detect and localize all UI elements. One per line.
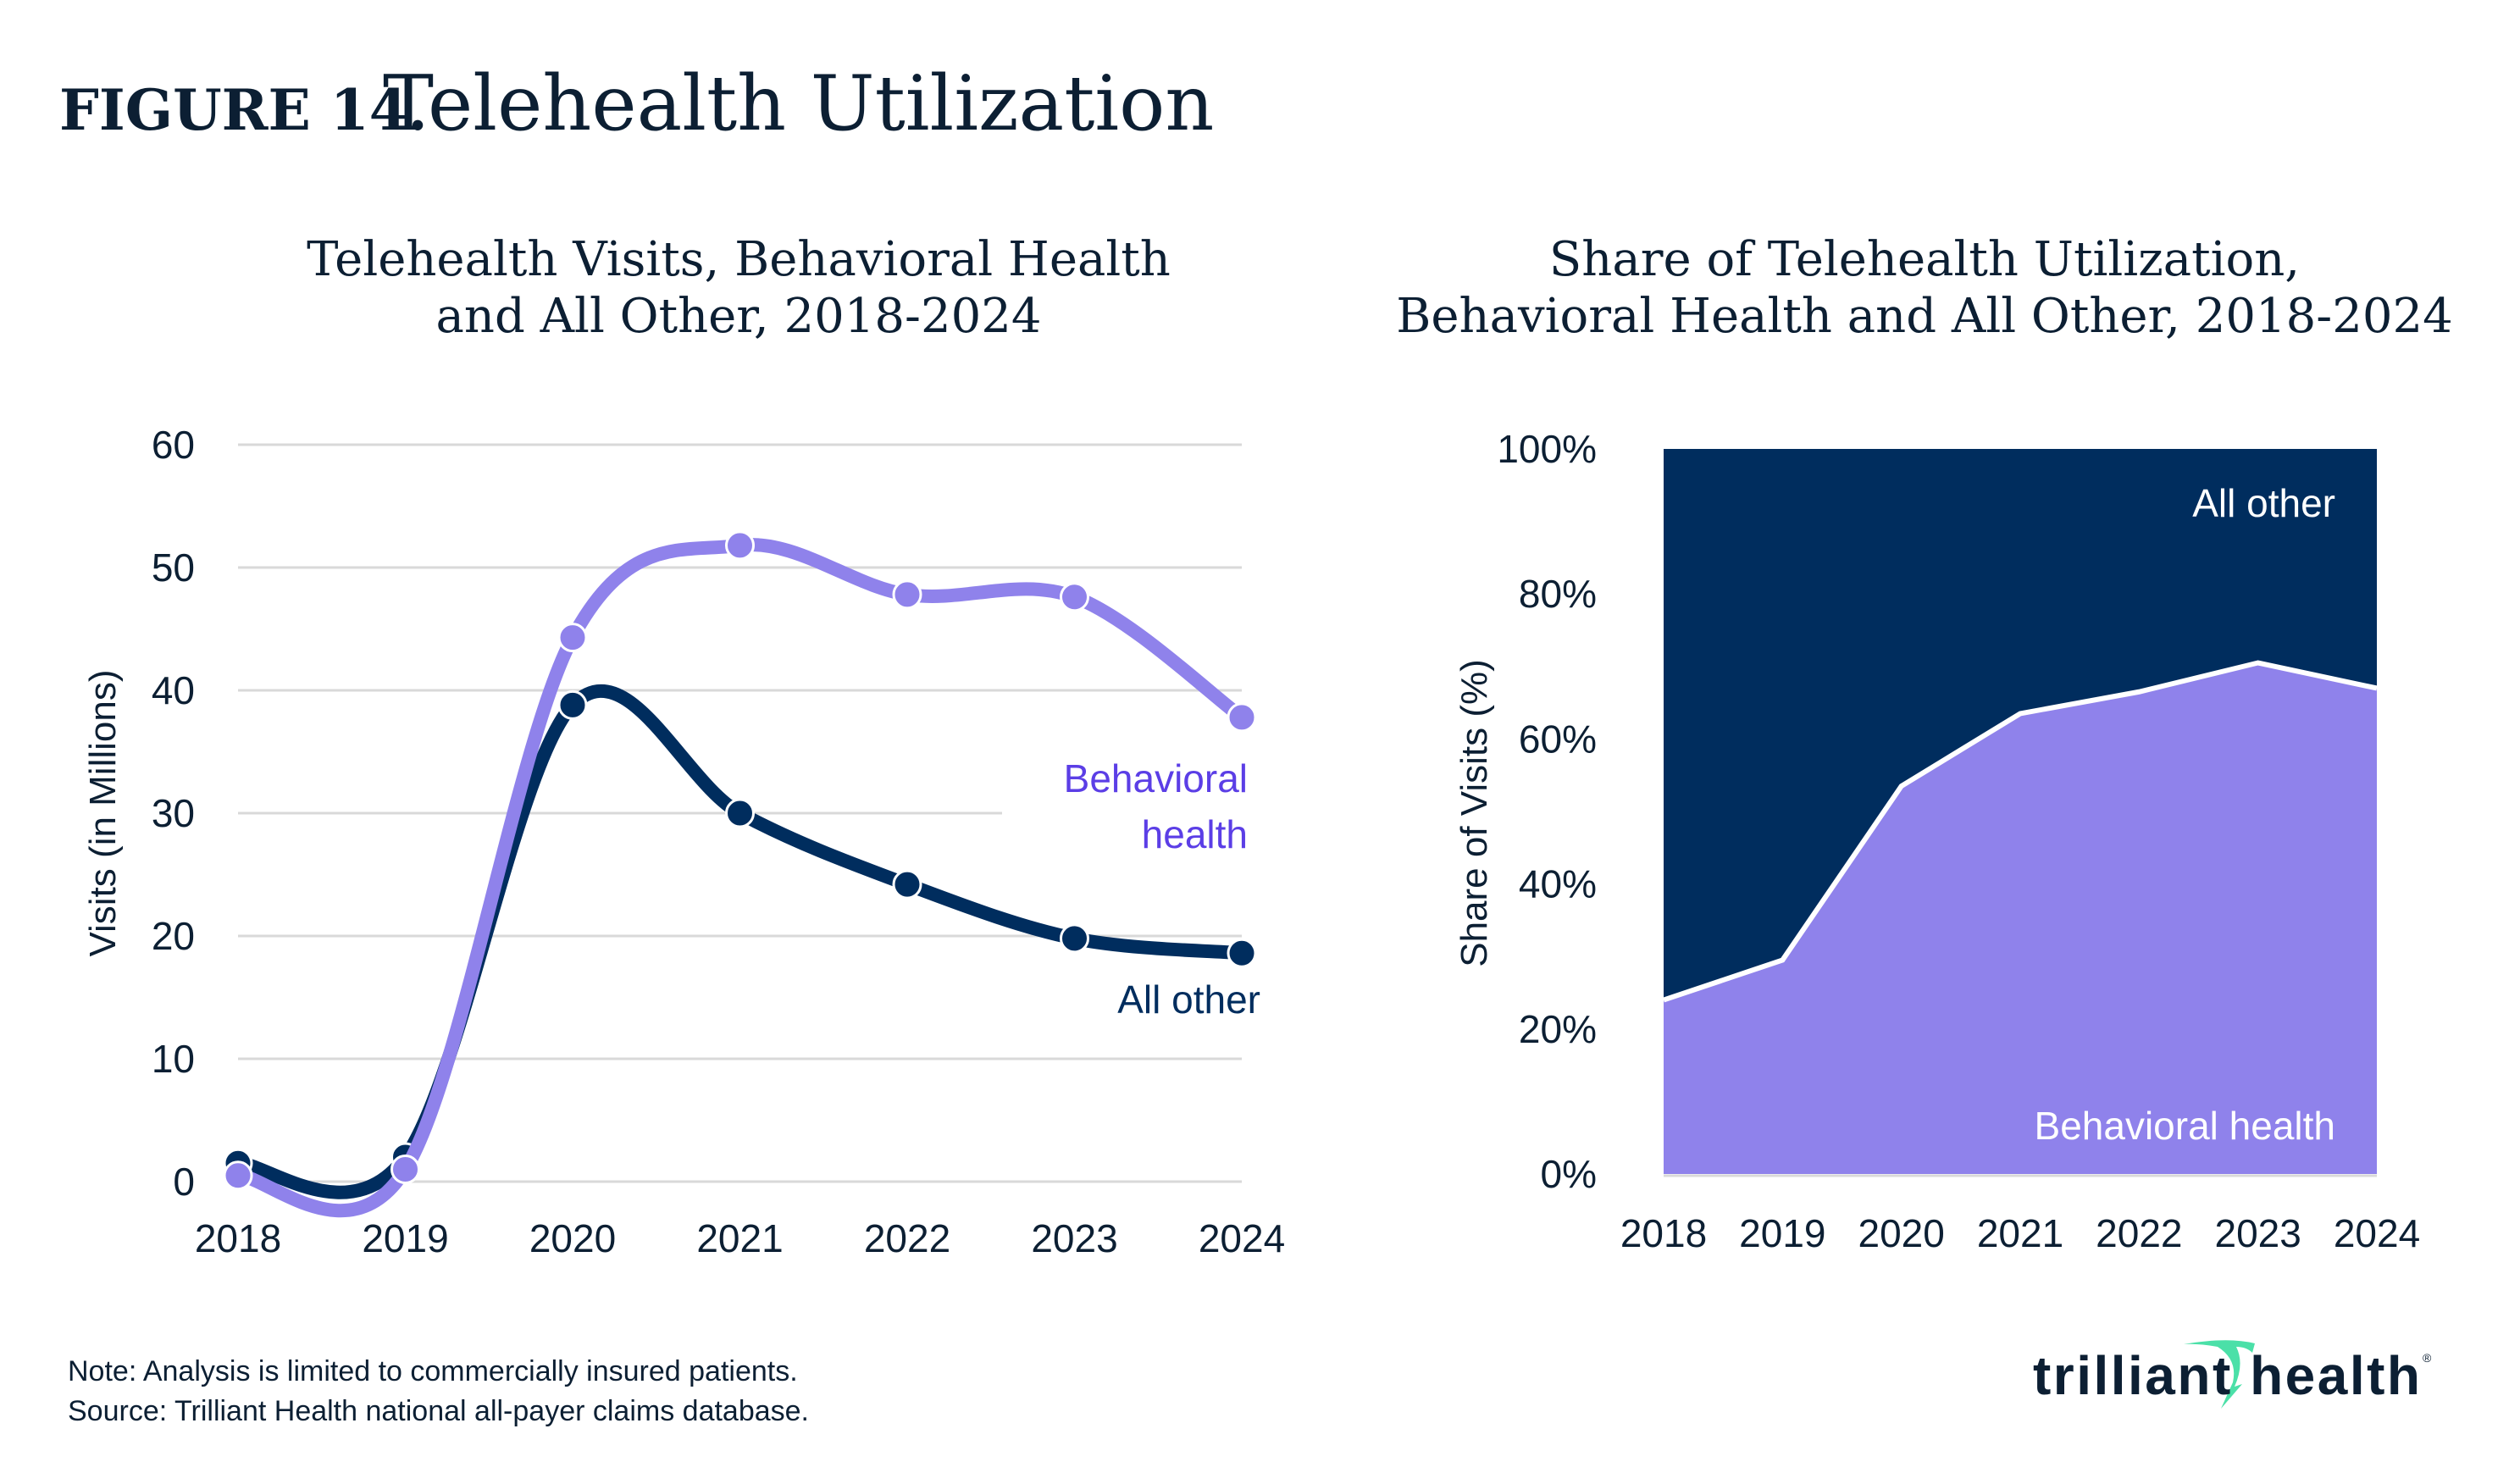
- data-point: [1227, 938, 1257, 968]
- y-tick-label: 10: [152, 1037, 195, 1081]
- data-point: [725, 798, 755, 828]
- logo-swoosh-icon: [2184, 1340, 2255, 1409]
- figure-label: FIGURE 14.: [59, 77, 428, 143]
- area-behavioral-health: [1664, 662, 2377, 1174]
- data-point: [223, 1160, 253, 1191]
- area-chart-share: Share of Telehealth Utilization, Behavio…: [1396, 232, 2452, 1255]
- x-tick-label: 2023: [1031, 1216, 1117, 1260]
- chart2-y-axis-label: Share of Visits (%): [1454, 659, 1495, 967]
- x-tick-label: 2024: [2334, 1211, 2420, 1255]
- chart1-title-line1: Telehealth Visits, Behavioral Health: [307, 232, 1171, 287]
- chart1-y-axis-label: Visits (in Millions): [82, 669, 124, 956]
- series-label-all-other: All other: [1117, 977, 1260, 1022]
- area-boundary-line: [1663, 660, 2378, 1003]
- y-tick-label: 40%: [1519, 862, 1597, 906]
- x-tick-label: 2022: [2096, 1211, 2182, 1255]
- data-point: [892, 869, 922, 900]
- y-tick-label: 60%: [1519, 717, 1597, 761]
- area-label-behavioral-health: Behavioral health: [2035, 1104, 2335, 1148]
- registered-mark: ®: [2423, 1351, 2432, 1365]
- footnote-note: Note: Analysis is limited to commerciall…: [68, 1355, 798, 1387]
- x-tick-label: 2020: [1858, 1211, 1944, 1255]
- y-tick-label: 0%: [1541, 1152, 1597, 1196]
- x-tick-label: 2018: [195, 1216, 281, 1260]
- y-tick-label: 40: [152, 668, 195, 712]
- y-tick-label: 20%: [1519, 1007, 1597, 1051]
- x-tick-label: 2021: [696, 1216, 783, 1260]
- figure-title: Telehealth Utilization: [383, 59, 1214, 148]
- trilliant-health-logo: trilliant health ®: [2033, 1340, 2432, 1409]
- y-tick-label: 0: [173, 1160, 195, 1204]
- x-tick-label: 2023: [2214, 1211, 2301, 1255]
- data-point: [1227, 702, 1257, 733]
- data-point: [892, 579, 922, 610]
- x-tick-label: 2019: [362, 1216, 448, 1260]
- chart2-title-line1: Share of Telehealth Utilization,: [1549, 232, 2300, 287]
- x-tick-label: 2020: [529, 1216, 616, 1260]
- data-point: [557, 623, 588, 653]
- y-tick-label: 30: [152, 791, 195, 835]
- line-chart-visits: Telehealth Visits, Behavioral Health and…: [82, 232, 1285, 1260]
- x-tick-label: 2021: [1977, 1211, 2063, 1255]
- series-label-behavioral-line1: Behavioral: [1064, 756, 1248, 800]
- footnote-source: Source: Trilliant Health national all-pa…: [68, 1395, 809, 1427]
- y-tick-label: 60: [152, 423, 195, 467]
- x-tick-label: 2024: [1199, 1216, 1285, 1260]
- y-tick-label: 50: [152, 545, 195, 590]
- series-line: [231, 538, 1249, 1218]
- y-tick-label: 80%: [1519, 572, 1597, 616]
- chart2-title-line2: Behavioral Health and All Other, 2018-20…: [1396, 289, 2452, 344]
- data-point: [557, 689, 588, 720]
- logo-text: trilliant health: [2033, 1345, 2420, 1406]
- data-point: [1060, 582, 1089, 612]
- series-label-behavioral-line2: health: [1142, 812, 1248, 856]
- area-label-all-other: All other: [2192, 481, 2335, 525]
- chart1-title-line2: and All Other, 2018-2024: [436, 289, 1042, 344]
- y-tick-label: 20: [152, 914, 195, 958]
- data-point: [390, 1155, 420, 1184]
- data-point: [725, 530, 755, 561]
- x-tick-label: 2019: [1739, 1211, 1825, 1255]
- data-point: [1060, 923, 1089, 954]
- x-tick-label: 2018: [1620, 1211, 1707, 1255]
- x-tick-label: 2022: [864, 1216, 950, 1260]
- y-tick-label: 100%: [1497, 427, 1597, 471]
